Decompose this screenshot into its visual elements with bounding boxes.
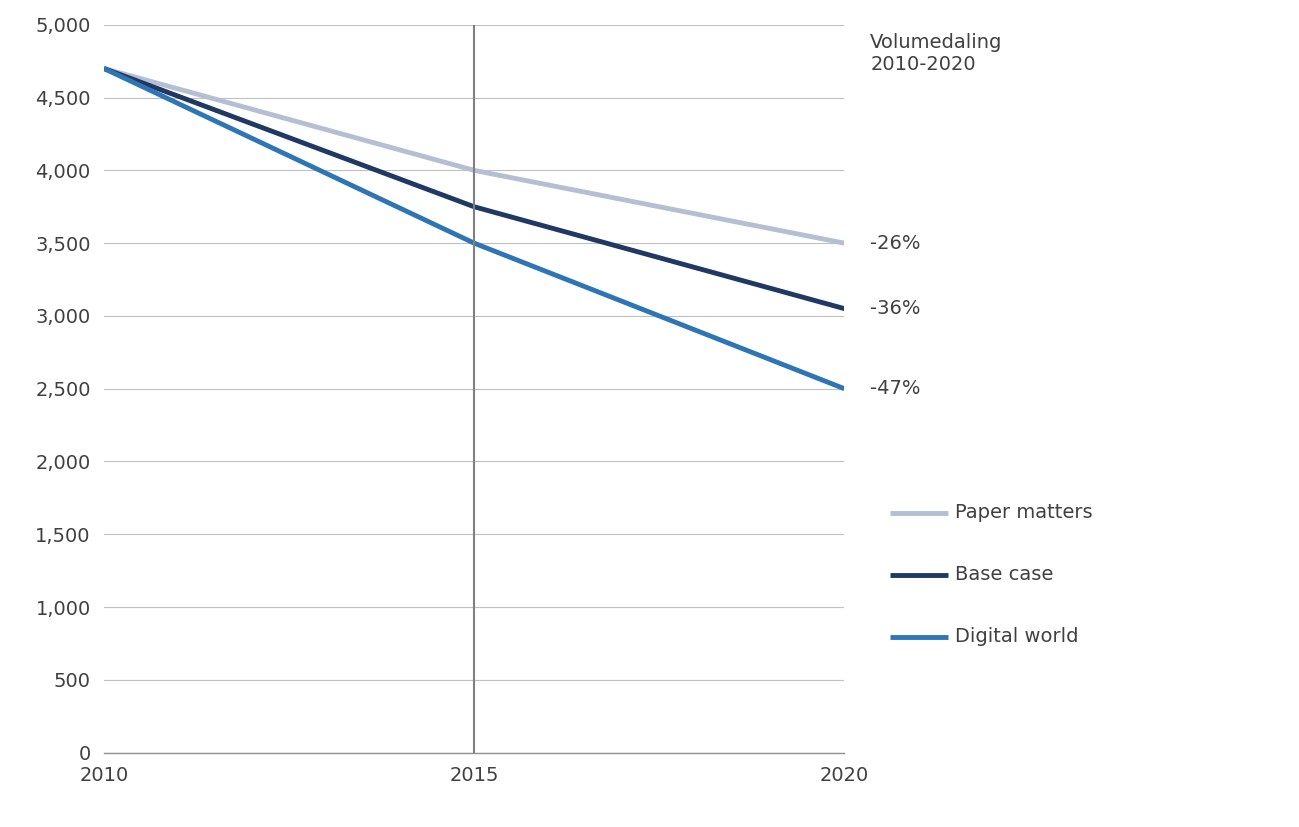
Text: Paper matters: Paper matters [955, 504, 1092, 522]
Text: -36%: -36% [870, 299, 921, 318]
Text: Base case: Base case [955, 566, 1053, 584]
Text: Digital world: Digital world [955, 628, 1078, 646]
Text: -47%: -47% [870, 380, 921, 398]
Text: -26%: -26% [870, 234, 921, 252]
Text: Volumedaling
2010-2020: Volumedaling 2010-2020 [870, 33, 1003, 74]
